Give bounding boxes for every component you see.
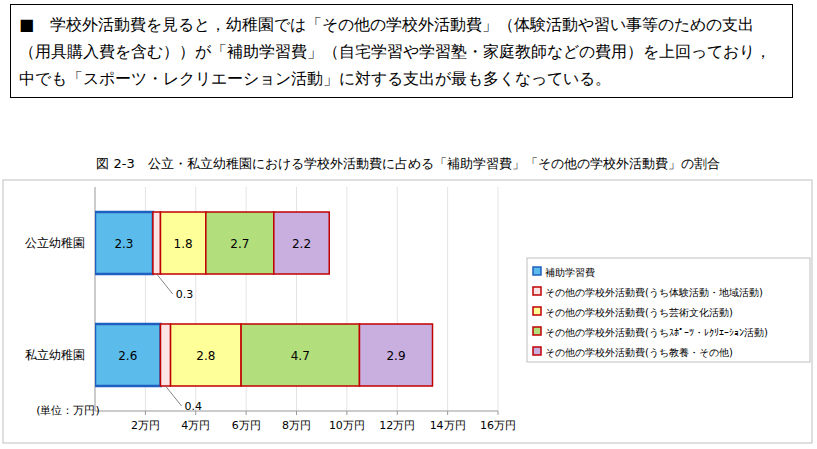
legend-swatch <box>533 327 541 335</box>
tick-label: 10万円 <box>329 419 365 432</box>
category-label: 私立幼稚園 <box>25 348 85 362</box>
legend-swatch <box>533 347 541 355</box>
note-box: ■ 学校外活動費を見ると，幼稚園では「その他の学校外活動費」（体験活動や習い事等… <box>10 4 793 98</box>
tick-mark <box>246 411 247 415</box>
bars <box>95 212 433 386</box>
data-label: 4.7 <box>291 349 310 363</box>
chart-title: 図 2-3 公立・私立幼稚園における学校外活動費に占める「補助学習費」「その他の… <box>96 156 719 171</box>
tick-mark <box>447 411 448 415</box>
tick-mark <box>397 411 398 415</box>
leader-line <box>157 274 173 294</box>
data-labels: 2.3 0.3 1.8 2.7 2.2 2.6 0.4 2.8 4.7 2.9 <box>114 237 405 413</box>
legend-swatch <box>533 307 541 315</box>
tick-label: 6万円 <box>232 419 261 432</box>
data-label: 2.3 <box>114 237 133 251</box>
legend-swatch <box>533 287 541 295</box>
grid <box>145 187 498 411</box>
tick-label: 2万円 <box>131 419 160 432</box>
legend: 補助学習費その他の学校外活動費(うち体験活動・地域活動) その他の学校外活動費(う… <box>527 258 810 362</box>
bar-segment <box>274 212 329 274</box>
bar-segment <box>160 212 205 274</box>
tick-label: 16万円 <box>480 419 516 432</box>
legend-label: その他の学校外活動費(うち体験活動・地域活動) <box>545 287 763 298</box>
tick-label: 8万円 <box>282 419 311 432</box>
tick-mark <box>498 411 499 415</box>
bar-segment <box>95 324 160 386</box>
leader-line <box>166 386 182 406</box>
tick-label: 4万円 <box>181 419 210 432</box>
x-axis <box>95 411 498 412</box>
legend-label: 補助学習費 <box>545 267 595 278</box>
legend-label: その他の学校外活動費(うち芸術文化活動) <box>545 307 733 318</box>
data-label: 2.9 <box>386 349 405 363</box>
bar-segment <box>153 212 161 274</box>
data-label: 2.2 <box>292 237 311 251</box>
tick-label: 12万円 <box>379 419 415 432</box>
bar-segment <box>171 324 242 386</box>
bar-segment <box>359 324 432 386</box>
data-label: 2.8 <box>196 349 215 363</box>
data-label: 1.8 <box>174 237 193 251</box>
tick-mark <box>145 411 146 415</box>
axis-label: (単位：万円) <box>36 404 100 417</box>
chart: 図 2-3 公立・私立幼稚園における学校外活動費に占める「補助学習費」「その他の… <box>0 0 817 449</box>
annotation: ■ 学校外活動費を見ると，幼稚園では「その他の学校外活動費」（体験活動や習い事等… <box>19 15 771 88</box>
legend-label: その他の学校外活動費(うちｽﾎﾟｰﾂ・ﾚｸﾘｴｰｼｮﾝ活動) <box>545 327 768 338</box>
chart-frame <box>3 180 812 443</box>
bar-segment <box>206 212 274 274</box>
category-label: 公立幼稚園 <box>25 236 85 250</box>
tick-mark <box>346 411 347 415</box>
data-label: 2.6 <box>118 349 137 363</box>
bar-segment <box>160 324 170 386</box>
data-label: 0.4 <box>185 400 203 413</box>
data-label: 2.7 <box>230 237 249 251</box>
grid-line <box>447 187 448 411</box>
tick-mark <box>296 411 297 415</box>
legend-box <box>527 258 810 362</box>
data-label: 0.3 <box>176 288 194 301</box>
bar-segment <box>241 324 359 386</box>
tick-label: 14万円 <box>430 419 466 432</box>
legend-label: その他の学校外活動費(うち教養・その他) <box>545 347 733 358</box>
grid-line <box>498 187 499 411</box>
bar-segment <box>95 212 153 274</box>
legend-swatch <box>533 267 541 275</box>
